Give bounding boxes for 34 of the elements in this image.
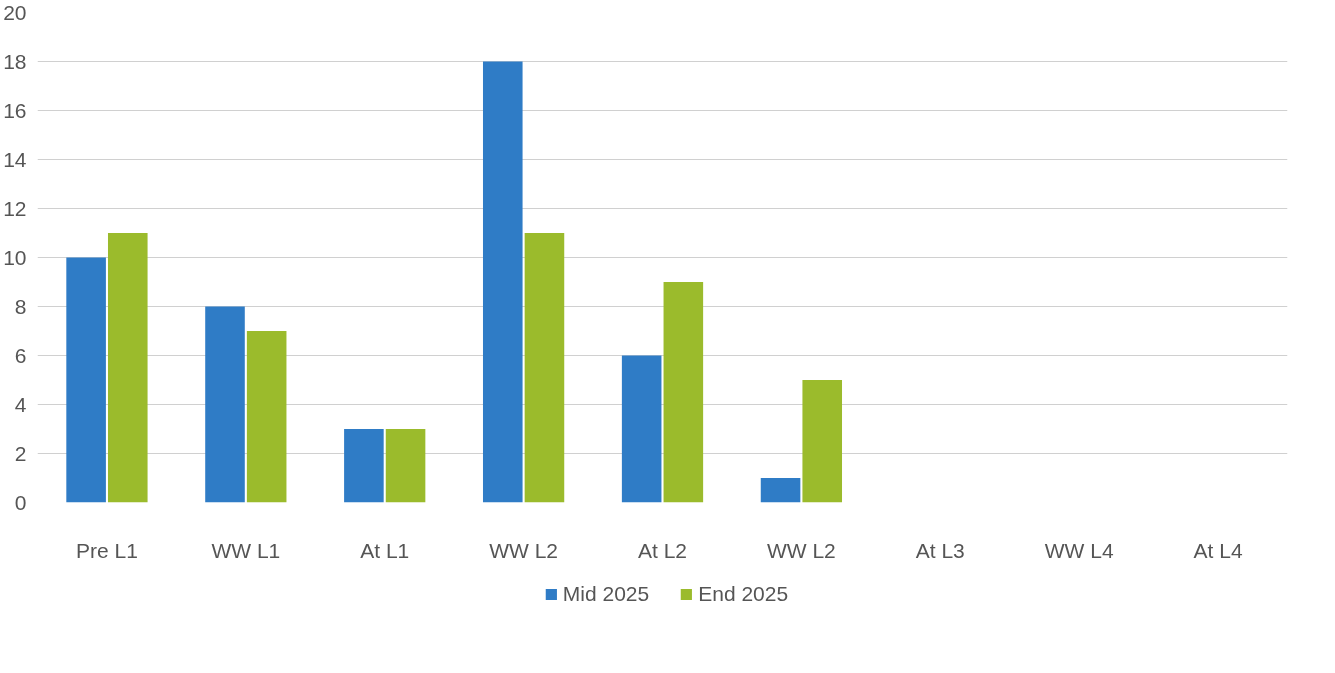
bar xyxy=(107,233,148,503)
bar xyxy=(66,257,106,503)
y-tick-label: 2 xyxy=(14,441,27,465)
x-tick-label: WW L4 xyxy=(1044,538,1114,562)
legend-label: Mid 2025 xyxy=(562,582,650,606)
x-tick-label: WW L1 xyxy=(211,538,281,562)
y-tick-label: 4 xyxy=(14,392,27,416)
bar xyxy=(205,306,245,503)
y-tick-label: 10 xyxy=(3,245,27,269)
bar xyxy=(246,331,287,503)
y-tick-label: 8 xyxy=(14,294,27,318)
x-tick-label: WW L2 xyxy=(489,538,559,562)
y-tick-label: 16 xyxy=(3,98,27,122)
bar xyxy=(760,478,801,503)
y-tick-label: 18 xyxy=(3,49,27,73)
y-tick-label: 6 xyxy=(14,343,27,367)
bar xyxy=(802,380,843,503)
x-tick-label: At L4 xyxy=(1193,538,1243,562)
x-tick-label: At L1 xyxy=(360,538,410,562)
x-tick-label: WW L2 xyxy=(766,538,836,562)
bar xyxy=(524,233,565,503)
y-tick-label: 0 xyxy=(14,490,27,514)
x-tick-label: Pre L1 xyxy=(76,538,138,562)
y-tick-label: 12 xyxy=(3,196,27,220)
bar xyxy=(385,429,426,503)
y-tick-label: 14 xyxy=(3,147,27,171)
bar xyxy=(482,61,523,503)
x-tick-label: At L2 xyxy=(637,538,688,562)
bar xyxy=(344,429,384,503)
bar xyxy=(663,282,704,503)
bar xyxy=(621,355,662,503)
y-tick-label: 20 xyxy=(3,0,27,24)
x-tick-label: At L3 xyxy=(915,538,965,562)
legend-label: End 2025 xyxy=(698,582,789,606)
